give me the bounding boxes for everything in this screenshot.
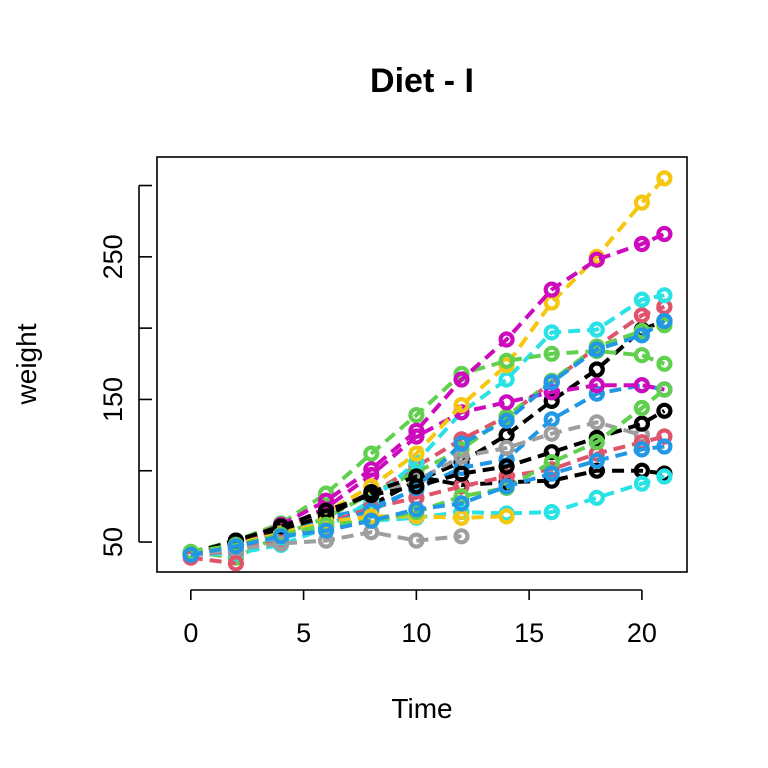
data-point — [656, 381, 673, 398]
x-axis: 0 5 10 15 20 — [183, 589, 657, 648]
data-point — [633, 415, 651, 432]
data-point — [318, 485, 335, 502]
data-point — [656, 438, 673, 455]
data-point — [498, 412, 515, 429]
data-point — [453, 397, 470, 414]
x-tick-label: 15 — [514, 618, 544, 648]
data-point — [498, 331, 515, 348]
data-point — [588, 414, 605, 431]
data-point — [633, 327, 651, 344]
data-point — [363, 445, 380, 462]
x-tick-label: 20 — [627, 618, 657, 648]
y-axis: 50 150 250 — [98, 184, 152, 557]
data-point — [453, 495, 470, 512]
series-layer — [182, 170, 673, 572]
y-tick-label: 250 — [98, 234, 128, 279]
data-point — [453, 371, 470, 388]
data-point — [363, 461, 380, 478]
data-point — [318, 522, 335, 539]
data-point — [633, 235, 651, 253]
data-point — [588, 489, 605, 506]
data-point — [633, 307, 651, 324]
data-point — [272, 528, 290, 545]
data-point — [363, 486, 380, 504]
data-point — [363, 512, 380, 529]
data-point — [408, 478, 425, 495]
data-point — [543, 503, 560, 521]
chart-title: Diet - I — [370, 62, 474, 100]
x-tick-label: 10 — [401, 618, 431, 648]
data-point — [588, 321, 605, 338]
data-point — [453, 435, 470, 452]
data-point — [588, 452, 605, 469]
data-point — [543, 392, 560, 409]
data-point — [272, 535, 290, 552]
data-point — [543, 374, 560, 391]
data-point — [498, 439, 515, 456]
data-point — [656, 355, 673, 372]
data-point — [656, 287, 673, 304]
data-point — [498, 508, 515, 525]
data-point — [227, 555, 244, 572]
data-point — [543, 425, 560, 442]
data-point — [656, 170, 673, 187]
data-point — [318, 502, 335, 519]
data-point — [543, 345, 560, 362]
data-point — [633, 475, 651, 492]
data-point — [543, 281, 560, 298]
x-axis-label: Time — [391, 693, 452, 724]
x-tick-label: 5 — [296, 618, 311, 648]
data-point — [408, 454, 425, 471]
data-point — [656, 225, 673, 243]
data-point — [633, 377, 651, 394]
data-point — [182, 546, 199, 564]
data-point — [498, 478, 515, 495]
data-point — [408, 445, 425, 462]
data-point — [272, 518, 290, 535]
data-point — [543, 324, 560, 341]
data-point — [498, 394, 515, 411]
data-point — [588, 385, 605, 402]
data-point — [543, 411, 560, 428]
series-20 — [182, 438, 673, 564]
data-point — [656, 312, 673, 330]
data-point — [498, 371, 515, 388]
data-point — [453, 465, 470, 482]
data-point — [588, 377, 605, 394]
data-point — [588, 341, 605, 358]
data-point — [453, 528, 470, 545]
data-point — [227, 538, 244, 555]
data-point — [588, 361, 605, 378]
data-point — [453, 509, 470, 526]
data-point — [633, 347, 651, 364]
data-point — [633, 291, 651, 308]
y-tick-label: 50 — [98, 527, 128, 557]
data-point — [588, 251, 605, 268]
plot-frame — [156, 156, 688, 573]
data-point — [543, 465, 560, 482]
data-point — [408, 407, 425, 424]
x-tick-label: 0 — [183, 618, 198, 648]
data-point — [498, 458, 515, 475]
data-point — [408, 501, 425, 518]
data-point — [633, 399, 651, 417]
data-point — [656, 402, 673, 419]
data-point — [408, 532, 425, 549]
data-point — [408, 422, 425, 439]
data-point — [588, 434, 605, 451]
data-point — [656, 468, 673, 485]
y-tick-label: 150 — [98, 377, 128, 422]
y-axis-label: weight — [11, 323, 42, 405]
data-point — [633, 194, 651, 211]
data-point — [498, 352, 515, 369]
data-point — [633, 441, 651, 458]
